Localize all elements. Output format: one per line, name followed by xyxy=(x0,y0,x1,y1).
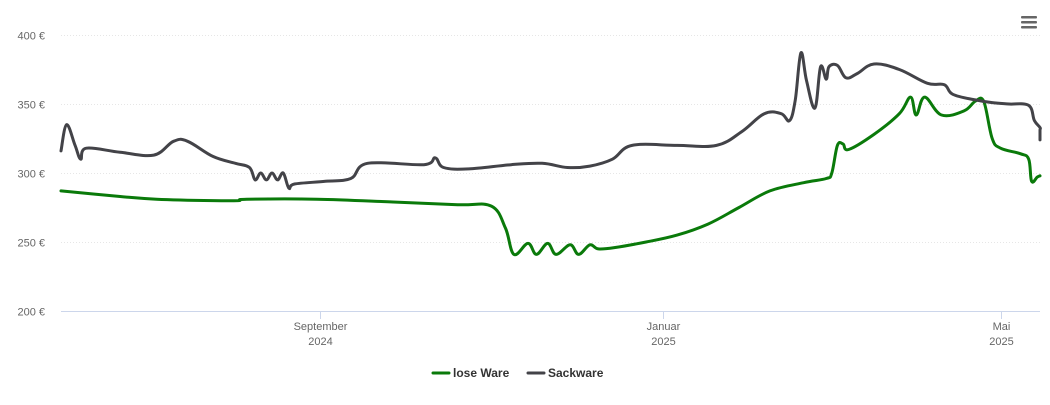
y-tick-label: 250 € xyxy=(17,238,45,250)
x-tick-label-month: Mai xyxy=(993,321,1011,333)
y-tick-label: 350 € xyxy=(17,100,45,112)
x-tick-label-year: 2024 xyxy=(308,336,332,348)
series-lines xyxy=(59,51,1042,257)
legend-label: Sackware xyxy=(548,366,604,380)
legend-item-sackware[interactable]: Sackware xyxy=(526,366,604,380)
legend-label: lose Ware xyxy=(453,366,510,380)
chart-menu-button[interactable] xyxy=(1020,15,1038,29)
y-tick-label: 400 € xyxy=(17,31,45,43)
hamburger-menu-icon xyxy=(1021,16,1037,29)
legend-item-lose-ware[interactable]: lose Ware xyxy=(431,366,510,380)
grid-lines xyxy=(61,35,1040,243)
series-line-lose-ware[interactable] xyxy=(59,95,1042,257)
y-tick-label: 200 € xyxy=(17,307,45,319)
series-line-sackware[interactable] xyxy=(59,51,1042,191)
axes: 200 € 250 € 300 € 350 € 400 € September 2024 Ja… xyxy=(17,31,1040,348)
x-tick-label-year: 2025 xyxy=(651,336,675,348)
x-tick-label-month: September xyxy=(294,321,348,333)
y-tick-label: 300 € xyxy=(17,169,45,181)
chart-legend: lose Ware Sackware xyxy=(431,366,604,380)
x-tick-label-month: Januar xyxy=(647,321,681,333)
x-tick-label-year: 2025 xyxy=(989,336,1013,348)
